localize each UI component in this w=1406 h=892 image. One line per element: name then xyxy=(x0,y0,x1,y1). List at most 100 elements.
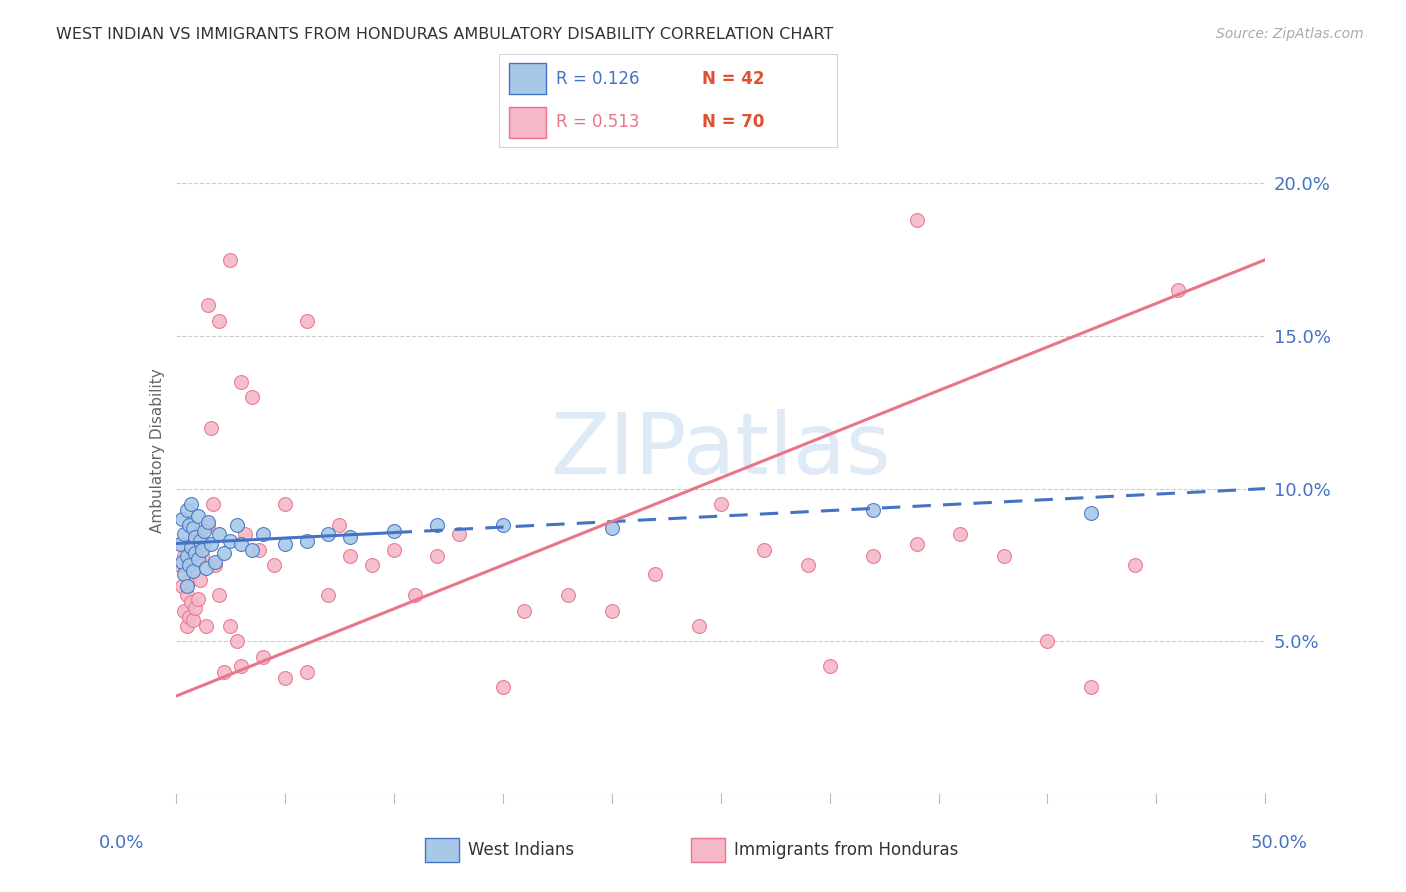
Point xyxy=(180,497,202,511)
Point xyxy=(177,610,200,624)
Point xyxy=(184,600,207,615)
Point xyxy=(173,567,195,582)
Point xyxy=(252,649,274,664)
Point xyxy=(447,527,470,541)
Point xyxy=(492,680,515,694)
Point xyxy=(197,515,219,529)
Point xyxy=(177,558,200,572)
Point xyxy=(193,524,215,539)
Point xyxy=(172,579,194,593)
Point xyxy=(186,551,209,566)
Point xyxy=(219,533,242,548)
Point xyxy=(177,518,200,533)
Point xyxy=(328,518,350,533)
Point xyxy=(231,536,253,550)
Point xyxy=(905,536,928,550)
Point xyxy=(173,549,195,563)
Point xyxy=(905,213,928,227)
Point xyxy=(169,536,191,550)
Point xyxy=(208,527,231,541)
Point xyxy=(405,589,427,603)
Point xyxy=(339,531,361,545)
Point xyxy=(295,533,318,548)
Point xyxy=(600,521,623,535)
Point xyxy=(252,527,274,541)
Point xyxy=(247,542,270,557)
Point xyxy=(513,604,536,618)
FancyBboxPatch shape xyxy=(425,838,458,862)
Point xyxy=(180,594,202,608)
Point xyxy=(949,527,972,541)
Point xyxy=(181,564,204,578)
Point xyxy=(274,671,297,685)
Text: Immigrants from Honduras: Immigrants from Honduras xyxy=(734,840,959,859)
Point xyxy=(173,527,195,541)
Point xyxy=(180,542,202,557)
Point xyxy=(1123,558,1146,572)
Point xyxy=(184,531,207,545)
Text: West Indians: West Indians xyxy=(468,840,574,859)
Point xyxy=(318,589,340,603)
Point xyxy=(993,549,1015,563)
Point xyxy=(295,665,318,679)
Point xyxy=(200,420,222,434)
Point xyxy=(862,503,884,517)
Point xyxy=(225,634,247,648)
Text: Source: ZipAtlas.com: Source: ZipAtlas.com xyxy=(1216,27,1364,41)
Point xyxy=(195,561,218,575)
Point xyxy=(172,512,194,526)
Point xyxy=(818,658,841,673)
Point xyxy=(204,555,226,569)
Point xyxy=(339,549,361,563)
Point xyxy=(557,589,579,603)
Point xyxy=(184,546,207,560)
Point xyxy=(204,558,226,572)
Point xyxy=(1167,283,1189,297)
Point xyxy=(796,558,818,572)
Point xyxy=(172,536,194,550)
FancyBboxPatch shape xyxy=(509,63,547,94)
Point xyxy=(176,619,198,633)
Point xyxy=(240,542,263,557)
Point xyxy=(600,604,623,618)
Point xyxy=(274,536,297,550)
Point xyxy=(193,536,215,550)
Point xyxy=(644,567,666,582)
Text: WEST INDIAN VS IMMIGRANTS FROM HONDURAS AMBULATORY DISABILITY CORRELATION CHART: WEST INDIAN VS IMMIGRANTS FROM HONDURAS … xyxy=(56,27,834,42)
Point xyxy=(754,542,776,557)
Point xyxy=(176,579,198,593)
Point xyxy=(219,619,242,633)
Point xyxy=(208,589,231,603)
Point xyxy=(382,524,405,539)
Point xyxy=(1080,680,1102,694)
Point xyxy=(688,619,710,633)
Point xyxy=(197,298,219,312)
Point xyxy=(382,542,405,557)
Point xyxy=(225,518,247,533)
Point xyxy=(188,533,211,548)
Point xyxy=(212,546,235,560)
Point xyxy=(172,555,194,569)
Point xyxy=(862,549,884,563)
Text: N = 42: N = 42 xyxy=(702,70,763,87)
Point xyxy=(219,252,242,267)
Point xyxy=(1036,634,1059,648)
Text: R = 0.126: R = 0.126 xyxy=(557,70,640,87)
Point xyxy=(186,527,209,541)
Point xyxy=(191,549,214,563)
Point xyxy=(177,573,200,587)
Point xyxy=(492,518,515,533)
Point xyxy=(176,589,198,603)
FancyBboxPatch shape xyxy=(690,838,724,862)
Text: N = 70: N = 70 xyxy=(702,113,763,131)
Point xyxy=(180,540,202,554)
Point xyxy=(191,542,214,557)
Point xyxy=(240,390,263,404)
Point xyxy=(231,375,253,389)
Text: 50.0%: 50.0% xyxy=(1251,834,1308,852)
Point xyxy=(318,527,340,541)
Point xyxy=(295,314,318,328)
Y-axis label: Ambulatory Disability: Ambulatory Disability xyxy=(149,368,165,533)
Point xyxy=(360,558,382,572)
Point xyxy=(176,549,198,563)
